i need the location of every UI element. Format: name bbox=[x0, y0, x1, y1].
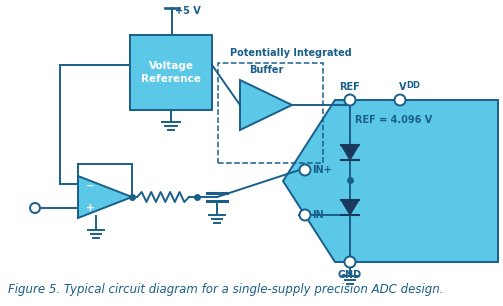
Text: V: V bbox=[399, 83, 406, 92]
Circle shape bbox=[299, 165, 310, 176]
Text: REF: REF bbox=[340, 83, 360, 92]
Text: +: + bbox=[86, 203, 95, 213]
Polygon shape bbox=[283, 100, 498, 262]
Text: DD: DD bbox=[406, 81, 420, 91]
Text: REF = 4.096 V: REF = 4.096 V bbox=[355, 115, 432, 125]
Polygon shape bbox=[240, 80, 292, 130]
Text: Potentially Integrated: Potentially Integrated bbox=[230, 48, 352, 58]
Text: Voltage
Reference: Voltage Reference bbox=[141, 61, 201, 84]
Text: Figure 5. Typical circuit diagram for a single-supply precision ADC design.: Figure 5. Typical circuit diagram for a … bbox=[8, 283, 444, 296]
Circle shape bbox=[345, 256, 356, 267]
Circle shape bbox=[394, 95, 405, 106]
Polygon shape bbox=[341, 200, 359, 215]
Text: Buffer: Buffer bbox=[249, 65, 283, 75]
Circle shape bbox=[345, 95, 356, 106]
Text: IN−: IN− bbox=[312, 210, 332, 220]
Bar bbox=[130, 35, 212, 110]
Text: IN+: IN+ bbox=[312, 165, 332, 175]
Circle shape bbox=[30, 203, 40, 213]
Text: GND: GND bbox=[338, 270, 362, 279]
Polygon shape bbox=[341, 145, 359, 160]
Polygon shape bbox=[78, 176, 132, 218]
Text: +5 V: +5 V bbox=[175, 6, 201, 16]
Text: −: − bbox=[86, 181, 95, 191]
Bar bbox=[218, 63, 323, 163]
Circle shape bbox=[299, 210, 310, 221]
